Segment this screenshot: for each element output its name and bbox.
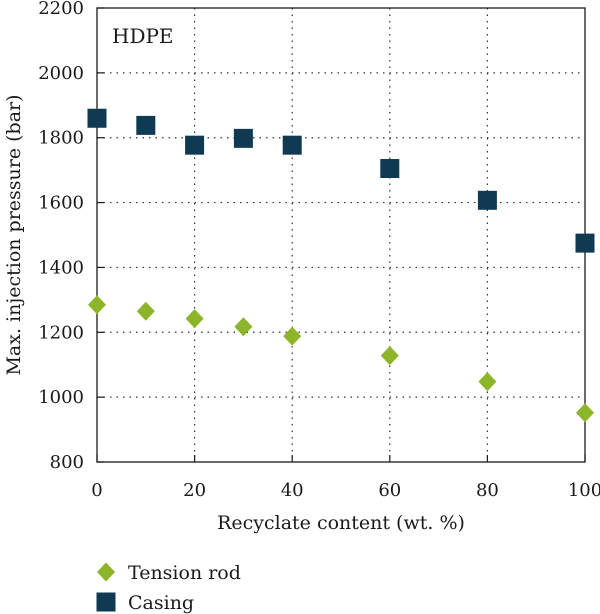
x-tick-label: 60 (378, 480, 401, 501)
data-point-casing (233, 128, 253, 148)
legend-label-tension-rod: Tension rod (128, 562, 241, 584)
legend: Tension rod Casing (96, 562, 241, 614)
data-point-casing (136, 115, 156, 135)
x-tick-label: 80 (476, 480, 499, 501)
data-point-casing (477, 190, 497, 210)
data-point-casing (87, 108, 107, 128)
data-point-tension-rod (88, 295, 106, 315)
axis-ticks: 0 20 40 60 80 100 800 1000 1200 1400 1600 1800 2000 2… (38, 0, 600, 501)
x-axis-label: Recyclate content (wt. %) (217, 512, 465, 534)
data-point-tension-rod (380, 346, 399, 366)
x-tick-label: 0 (91, 480, 102, 501)
data-point-casing (282, 135, 302, 155)
y-tick-label: 800 (50, 452, 84, 473)
x-tick-label: 20 (183, 480, 206, 501)
y-axis-label: Max. injection pressure (bar) (3, 94, 25, 375)
data-point-tension-rod (576, 403, 594, 423)
legend-marker-casing (96, 592, 116, 612)
chart-annotation: HDPE (112, 24, 174, 48)
data-point-tension-rod (234, 317, 253, 337)
data-point-tension-rod (283, 326, 302, 346)
y-tick-label: 1400 (38, 257, 84, 278)
y-tick-label: 1000 (38, 387, 84, 408)
y-tick-label: 2200 (38, 0, 84, 19)
y-tick-label: 2000 (38, 63, 84, 84)
plot-frame (96, 7, 586, 463)
data-marks (87, 108, 595, 423)
legend-label-casing: Casing (128, 592, 194, 614)
legend-marker-tension-rod (97, 562, 115, 582)
data-point-tension-rod (478, 372, 497, 392)
data-point-casing (185, 135, 205, 155)
data-point-casing (575, 233, 595, 253)
x-tick-label: 40 (281, 480, 304, 501)
x-tick-label: 100 (568, 480, 600, 501)
y-tick-label: 1800 (38, 128, 84, 149)
y-tick-label: 1200 (38, 322, 84, 343)
data-point-tension-rod (185, 309, 204, 329)
data-point-tension-rod (136, 301, 155, 321)
grid-lines (97, 8, 585, 462)
data-point-casing (380, 159, 400, 179)
y-tick-label: 1600 (38, 193, 84, 214)
